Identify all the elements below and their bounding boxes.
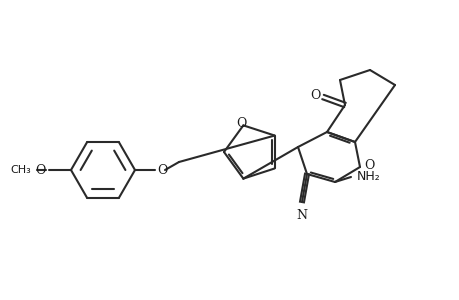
- Text: NH₂: NH₂: [356, 170, 380, 184]
- Text: O: O: [157, 164, 167, 176]
- Text: O: O: [35, 164, 46, 176]
- Text: N: N: [296, 209, 307, 222]
- Text: O: O: [363, 158, 374, 172]
- Text: O: O: [309, 88, 319, 101]
- Text: O: O: [235, 117, 246, 130]
- Text: CH₃: CH₃: [10, 165, 31, 175]
